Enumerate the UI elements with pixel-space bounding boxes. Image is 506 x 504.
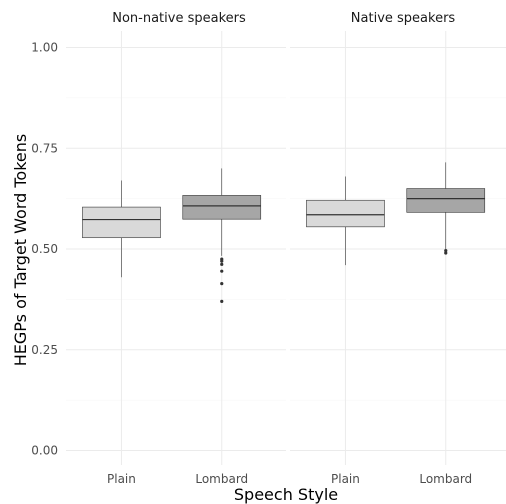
panel-title: Native speakers — [351, 11, 456, 26]
panel-background — [290, 31, 506, 465]
x-axis-title: Speech Style — [234, 485, 338, 504]
y-tick-label: 0.75 — [31, 141, 58, 155]
outlier-point — [220, 282, 224, 286]
y-tick-label: 0.00 — [31, 444, 58, 458]
y-axis-title: HEGPs of Target Word Tokens — [11, 134, 30, 367]
box-iqr — [182, 195, 262, 220]
box-iqr — [406, 188, 486, 213]
box-iqr — [82, 206, 161, 239]
outlier-point — [220, 269, 224, 273]
y-tick-label: 0.25 — [31, 343, 58, 357]
x-tick-label: Plain — [331, 472, 360, 486]
y-axis-ticks: 0.00 0.25 0.50 0.75 1.00 — [31, 41, 58, 458]
x-tick-label: Lombard — [419, 472, 472, 486]
panel-2: Native speakers Plain Lombard — [290, 11, 506, 486]
outlier-point — [220, 262, 224, 266]
box-plain — [306, 176, 385, 266]
box-lombard — [406, 162, 486, 255]
outlier-point — [444, 249, 448, 253]
y-tick-label: 0.50 — [31, 242, 58, 256]
outlier-point — [444, 251, 448, 255]
box-iqr — [306, 199, 385, 228]
panel-background — [66, 31, 286, 465]
panel-title: Non-native speakers — [112, 11, 246, 26]
x-tick-label: Plain — [107, 472, 136, 486]
y-tick-label: 1.00 — [31, 41, 58, 55]
panel-1: Non-native speakers Plain Lombard — [66, 11, 286, 486]
outlier-point — [220, 299, 224, 303]
outlier-point — [220, 259, 224, 263]
x-tick-label: Lombard — [195, 472, 248, 486]
box-lombard — [182, 168, 262, 303]
box-plain — [82, 180, 161, 278]
